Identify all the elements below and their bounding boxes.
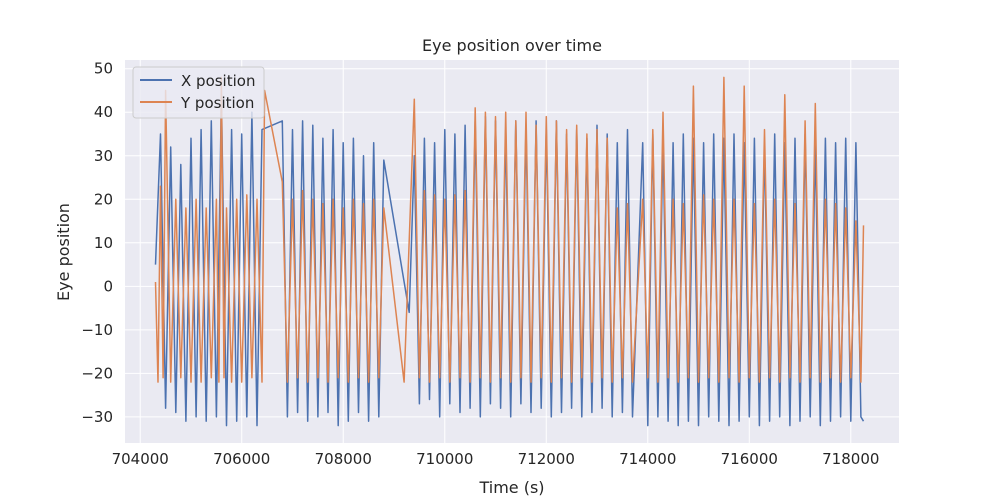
x-tick-label: 714000 — [619, 450, 676, 468]
y-tick-label: 20 — [94, 190, 113, 208]
y-tick-label: −20 — [81, 364, 113, 382]
legend-label-x-position: X position — [181, 72, 255, 90]
legend: X position Y position — [132, 66, 265, 119]
x-tick-label: 710000 — [416, 450, 473, 468]
y-tick-label: 50 — [94, 60, 113, 78]
x-tick-label: 708000 — [315, 450, 372, 468]
x-tick-label: 718000 — [822, 450, 879, 468]
series-line-y-position — [154, 76, 865, 383]
y-tick-label: 10 — [94, 234, 113, 252]
x-tick-label: 712000 — [518, 450, 575, 468]
y-tick-label: 40 — [94, 103, 113, 121]
x-tick-label: 704000 — [112, 450, 169, 468]
y-tick-label: 30 — [94, 147, 113, 165]
y-tick-label: −30 — [81, 408, 113, 426]
y-axis-label: Eye position — [54, 203, 73, 301]
x-tick-label: 706000 — [213, 450, 270, 468]
chart-title: Eye position over time — [422, 36, 602, 55]
y-tick-labels: −30 −20 −10 0 10 20 30 40 50 — [81, 60, 113, 426]
y-tick-label: −10 — [81, 321, 113, 339]
legend-label-y-position: Y position — [180, 94, 254, 112]
x-tick-label: 716000 — [721, 450, 778, 468]
series-layer — [154, 76, 865, 427]
x-tick-labels: 704000 706000 708000 710000 712000 714000 7160… — [112, 450, 880, 468]
y-tick-label: 0 — [103, 277, 113, 295]
x-axis-label: Time (s) — [478, 478, 544, 497]
